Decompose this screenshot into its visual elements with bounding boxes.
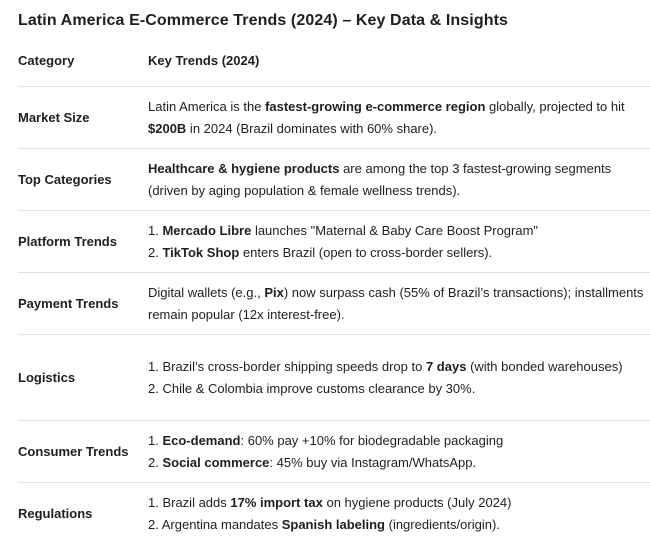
- description-line: Healthcare & hygiene products are among …: [148, 158, 650, 202]
- table-row: Platform Trends 1. Mercado Libre launche…: [18, 210, 650, 273]
- row-category: Platform Trends: [18, 233, 117, 249]
- description-line: 1. Brazil adds 17% import tax on hygiene…: [148, 492, 650, 514]
- bold-text: Healthcare & hygiene products: [148, 160, 340, 176]
- bold-text: Social commerce: [162, 454, 270, 470]
- description-line: 1. Mercado Libre launches "Maternal & Ba…: [148, 220, 650, 242]
- text-run: Latin America is the: [148, 98, 266, 114]
- trends-table: Category Key Trends (2024) Market Size L…: [18, 50, 650, 545]
- description-line: 2. Argentina mandates Spanish labeling (…: [148, 514, 650, 536]
- description-line: 2. Chile & Colombia improve customs clea…: [148, 378, 650, 400]
- row-category: Consumer Trends: [18, 443, 129, 459]
- text-run: 2.: [148, 454, 163, 470]
- row-description: Digital wallets (e.g., Pix) now surpass …: [148, 273, 650, 335]
- header-key-trends: Key Trends (2024): [148, 53, 260, 68]
- table-row: Logistics 1. Brazil’s cross-border shipp…: [18, 334, 650, 421]
- text-run: globally, projected to hit: [485, 98, 625, 114]
- text-run: launches "Maternal & Baby Care Boost Pro…: [251, 222, 539, 238]
- bold-text: $200B: [148, 120, 187, 136]
- text-run: are among the top 3 fastest-growing segm…: [148, 160, 612, 198]
- row-description: 1. Brazil’s cross-border shipping speeds…: [148, 335, 650, 421]
- table-row: Consumer Trends 1. Eco-demand: 60% pay +…: [18, 420, 650, 483]
- description-line: Latin America is the fastest-growing e-c…: [148, 96, 650, 140]
- bold-text: TikTok Shop: [162, 244, 240, 260]
- text-run: 1.: [148, 432, 163, 448]
- description-line: 1. Brazil’s cross-border shipping speeds…: [148, 356, 650, 378]
- description-line: 2. Social commerce: 45% buy via Instagra…: [148, 452, 650, 474]
- table-header-row: Category Key Trends (2024): [18, 50, 650, 87]
- row-category: Payment Trends: [18, 295, 119, 311]
- row-description: Latin America is the fastest-growing e-c…: [148, 87, 650, 149]
- text-run: on hygiene products (July 2024): [322, 494, 512, 510]
- bold-text: Eco-demand: [162, 432, 241, 448]
- text-run: ) now surpass cash (55% of Brazil’s tran…: [148, 284, 644, 322]
- row-description: Healthcare & hygiene products are among …: [148, 149, 650, 211]
- text-run: (ingredients/origin).: [385, 516, 500, 532]
- text-run: 1. Brazil’s cross-border shipping speeds…: [148, 358, 426, 374]
- bold-text: 7 days: [425, 358, 467, 374]
- text-run: 2. Chile & Colombia improve customs clea…: [148, 380, 476, 396]
- text-run: enters Brazil (open to cross-border sell…: [239, 244, 493, 260]
- row-description: 1. Mercado Libre launches "Maternal & Ba…: [148, 211, 650, 273]
- bold-text: 17% import tax: [230, 494, 323, 510]
- table-row: Top Categories Healthcare & hygiene prod…: [18, 148, 650, 211]
- row-category: Regulations: [18, 505, 93, 521]
- table-row: Market Size Latin America is the fastest…: [18, 86, 650, 149]
- row-category: Market Size: [18, 109, 90, 125]
- bold-text: fastest-growing e-commerce region: [265, 98, 486, 114]
- bold-text: Pix: [264, 284, 284, 300]
- table-row: Payment Trends Digital wallets (e.g., Pi…: [18, 272, 650, 335]
- table-row: Regulations 1. Brazil adds 17% import ta…: [18, 482, 650, 545]
- text-run: Digital wallets (e.g.,: [148, 284, 265, 300]
- bold-text: Spanish labeling: [281, 516, 385, 532]
- text-run: 1.: [148, 222, 163, 238]
- row-description: 1. Brazil adds 17% import tax on hygiene…: [148, 483, 650, 545]
- description-line: 1. Eco-demand: 60% pay +10% for biodegra…: [148, 430, 650, 452]
- text-run: 2.: [148, 244, 163, 260]
- row-description: 1. Eco-demand: 60% pay +10% for biodegra…: [148, 421, 650, 483]
- bold-text: Mercado Libre: [162, 222, 252, 238]
- text-run: : 60% pay +10% for biodegradable packagi…: [240, 432, 504, 448]
- text-run: 2. Argentina mandates: [148, 516, 282, 532]
- header-category: Category: [18, 53, 75, 68]
- description-line: 2. TikTok Shop enters Brazil (open to cr…: [148, 242, 650, 264]
- text-run: : 45% buy via Instagram/WhatsApp.: [269, 454, 477, 470]
- row-category: Logistics: [18, 369, 76, 385]
- description-line: Digital wallets (e.g., Pix) now surpass …: [148, 282, 650, 326]
- text-run: 1. Brazil adds: [148, 494, 231, 510]
- page-title: Latin America E-Commerce Trends (2024) –…: [18, 12, 509, 29]
- table-body: Market Size Latin America is the fastest…: [18, 86, 650, 545]
- row-category: Top Categories: [18, 171, 112, 187]
- text-run: in 2024 (Brazil dominates with 60% share…: [186, 120, 438, 136]
- text-run: (with bonded warehouses): [466, 358, 623, 374]
